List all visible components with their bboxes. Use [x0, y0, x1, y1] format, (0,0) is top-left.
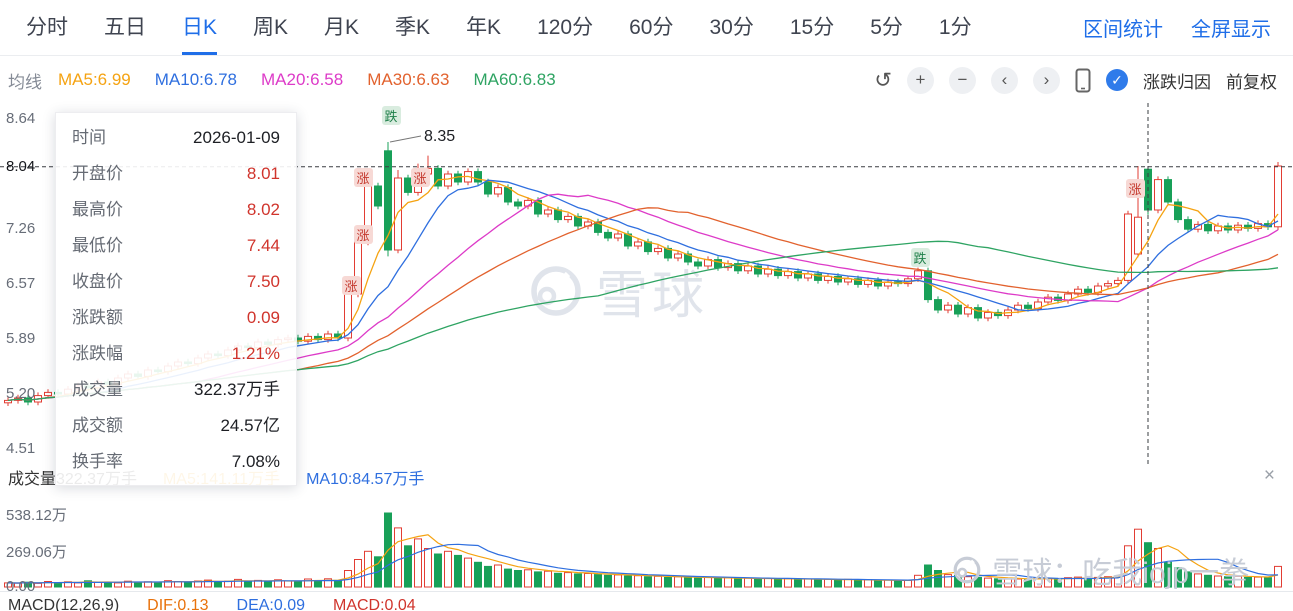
event-badge-zhang[interactable]: 涨	[353, 224, 373, 244]
price-axis-label: 8.04	[6, 157, 36, 175]
attribution-label[interactable]: 涨跌归因	[1143, 72, 1211, 92]
undo-icon[interactable]: ↺	[874, 68, 892, 92]
pan-left-button[interactable]: ‹	[991, 66, 1018, 94]
price-axis-label: 4.51	[6, 440, 36, 458]
tooltip-row: 成交额 24.57亿	[72, 415, 280, 435]
kline-tabs: 分时 五日 日K 周K 月K 季K 年K 120分 60分 30分 15分 5分 1分	[26, 0, 972, 55]
tab-30分[interactable]: 30分	[709, 16, 754, 39]
range-stats-link[interactable]: 区间统计	[1083, 19, 1163, 41]
mobile-icon[interactable]	[1075, 68, 1091, 93]
volume-axis-label: 269.06万	[6, 544, 67, 561]
ma-legend-item: MA5:6.99	[58, 70, 131, 89]
macd-value: DEA:0.09	[236, 597, 305, 611]
volume-chart[interactable]	[0, 490, 1293, 591]
ma-legend-row: 均线 MA5:6.99 MA10:6.78 MA20:6.58 MA30:6.63 MA…	[0, 57, 1293, 103]
chart-toolbar: ↺ + − ‹ › ✓ 涨跌归因 前复权	[874, 66, 1277, 94]
tab-年K[interactable]: 年K	[466, 16, 502, 39]
ma-legend-items: MA5:6.99 MA10:6.78 MA20:6.58 MA30:6.63 MA60:…	[58, 70, 580, 90]
tab-120分[interactable]: 120分	[537, 16, 594, 39]
ma-legend-item: MA30:6.63	[367, 70, 450, 89]
macd-row: MACD(12,26,9) DIF:0.13 DEA:0.09 MACD:0.04	[8, 597, 416, 611]
event-badge-die[interactable]: 跌	[381, 105, 401, 125]
event-badge-die[interactable]: 跌	[910, 247, 930, 267]
volume-ma10-label: MA10:84.57万手	[306, 471, 425, 488]
ma-legend-item: MA60:6.83	[473, 70, 556, 89]
macd-value: DIF:0.13	[147, 597, 209, 611]
ma-legend-item: MA10:6.78	[154, 70, 237, 89]
tab-周K[interactable]: 周K	[253, 16, 289, 39]
tab-季K[interactable]: 季K	[395, 16, 431, 39]
macd-value: MACD:0.04	[333, 597, 416, 611]
event-badge-zhang[interactable]: 涨	[353, 167, 373, 187]
event-badge-zhang[interactable]: 涨	[410, 167, 430, 187]
event-badge-zhang[interactable]: 涨	[341, 275, 361, 295]
tooltip-row: 收盘价 7.50	[72, 271, 280, 291]
tooltip-row: 涨跌幅 1.21%	[72, 343, 280, 363]
tooltip-row: 换手率 7.08%	[72, 451, 280, 471]
close-volume-pane-icon[interactable]: ×	[1263, 465, 1275, 486]
price-axis-label: 8.64	[6, 109, 36, 127]
candle-tooltip: 时间 2026-01-09 开盘价 8.01 最高价 8.02 最低价 7.44 收盘价 7.50…	[55, 112, 297, 486]
tab-1分[interactable]: 1分	[938, 16, 972, 39]
pan-right-button[interactable]: ›	[1033, 66, 1060, 94]
tab-日K[interactable]: 日K	[182, 0, 218, 55]
tabbar-links: 区间统计 全屏显示	[1083, 13, 1271, 42]
price-axis-label: 5.20	[6, 385, 36, 402]
price-axis-label: 6.57	[6, 275, 36, 293]
period-tabbar: 分时 五日 日K 周K 月K 季K 年K 120分 60分 30分 15分 5分 1分 区间统计 全屏显…	[0, 0, 1293, 56]
tooltip-row: 涨跌额 0.09	[72, 307, 280, 327]
fullscreen-link[interactable]: 全屏显示	[1191, 19, 1271, 41]
volume-axis-label: 538.12万	[6, 507, 67, 524]
tab-15分[interactable]: 15分	[789, 16, 835, 39]
macd-values: DIF:0.13 DEA:0.09 MACD:0.04	[147, 597, 416, 611]
tooltip-row: 最高价 8.02	[72, 199, 280, 219]
tab-60分[interactable]: 60分	[629, 16, 674, 39]
tab-分时[interactable]: 分时	[26, 16, 68, 39]
volume-pane[interactable]: 538.12万 269.06万 0.00 雪球：吃我iojp一拳	[0, 490, 1293, 595]
tab-五日[interactable]: 五日	[104, 16, 146, 39]
ma-legend-title: 均线	[8, 72, 42, 92]
macd-label: MACD(12,26,9)	[8, 597, 120, 611]
adjust-mode-label[interactable]: 前复权	[1226, 72, 1277, 92]
price-axis-label: 5.89	[6, 329, 36, 347]
tooltip-row: 最低价 7.44	[72, 235, 280, 255]
tooltip-row: 时间 2026-01-09	[72, 127, 280, 147]
volume-axis-label: 0.00	[6, 578, 36, 595]
zoom-in-button[interactable]: +	[907, 66, 934, 94]
event-badge-zhang[interactable]: 涨	[1125, 178, 1145, 198]
price-axis-label: 7.26	[6, 220, 36, 238]
tab-月K[interactable]: 月K	[324, 16, 360, 39]
high-price-annotation: 8.35	[424, 128, 456, 145]
tab-5分[interactable]: 5分	[870, 16, 903, 39]
tooltip-row: 成交量 322.37万手	[72, 379, 280, 399]
zoom-out-button[interactable]: −	[949, 66, 976, 94]
tooltip-row: 开盘价 8.01	[72, 163, 280, 183]
ma-legend-item: MA20:6.58	[261, 70, 344, 89]
attribution-checkbox[interactable]: ✓	[1106, 69, 1128, 91]
